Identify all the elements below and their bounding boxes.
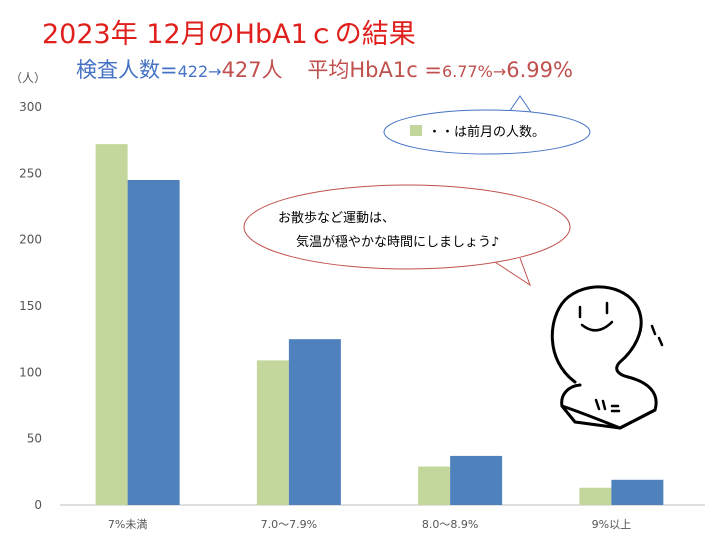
y-tick-labels: 0 50 100 150 200 250 300	[19, 100, 42, 512]
category-label: 7.0〜7.9%	[261, 518, 317, 531]
y-tick-label: 0	[34, 498, 42, 512]
speech-bubble	[243, 184, 571, 270]
y-tick-label: 50	[27, 432, 42, 446]
bar-previous	[579, 487, 612, 505]
bar-previous	[256, 360, 289, 505]
category-label: 8.0〜8.9%	[422, 518, 478, 531]
count-previous: 422→	[177, 62, 222, 81]
speech-bubble-tail	[494, 257, 531, 287]
summary-line: 検査人数=422→427人 平均HbA1c =6.77%→6.99%	[76, 58, 573, 83]
bar-current	[288, 339, 341, 505]
speech-line-1: お散歩など運動は、	[278, 211, 395, 226]
mascot-face	[578, 301, 664, 413]
count-label: 検査人数=	[76, 58, 178, 82]
category-label: 7%未満	[108, 518, 147, 531]
y-tick-label: 250	[19, 166, 42, 180]
bar-current	[611, 479, 664, 505]
bar-current	[450, 455, 503, 505]
avg-label: 平均HbA1c =	[307, 58, 443, 82]
mascot-illustration	[550, 285, 658, 430]
bar-current	[127, 179, 180, 505]
y-tick-label: 100	[19, 365, 42, 379]
page-title: 2023年 12月のHbA1ｃの結果	[42, 19, 416, 50]
legend-bubble	[383, 109, 591, 155]
category-label: 9%以上	[592, 518, 631, 531]
legend-note: ・・は前月の人数。	[428, 124, 545, 140]
legend-swatch	[410, 125, 422, 136]
y-tick-label: 200	[19, 233, 42, 247]
y-tick-label: 150	[19, 299, 42, 313]
avg-current: 6.99%	[506, 58, 573, 82]
speech-line-2: 気温が穏やかな時間にしましょう♪	[296, 234, 499, 250]
count-current: 427人	[221, 58, 283, 82]
category-labels: 7%未満 7.0〜7.9% 8.0〜8.9% 9%以上	[108, 518, 631, 531]
bars	[95, 144, 664, 505]
y-tick-label: 300	[19, 100, 42, 114]
bar-previous	[95, 144, 128, 505]
y-axis-unit: （人）	[10, 71, 46, 85]
bar-previous	[418, 466, 451, 505]
avg-previous: 6.77%→	[442, 62, 507, 81]
